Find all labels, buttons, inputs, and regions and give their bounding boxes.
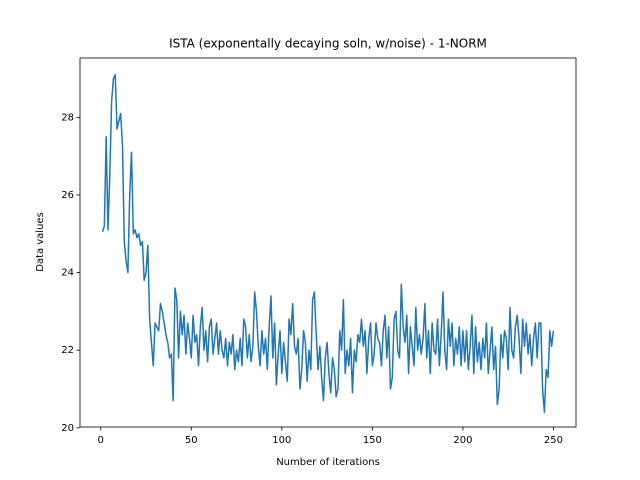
x-tick-label: 200 [453, 435, 472, 446]
y-tick-label: 20 [61, 423, 74, 434]
x-tick-label: 250 [544, 435, 563, 446]
y-tick-label: 24 [61, 268, 74, 279]
plot-frame [79, 57, 577, 428]
x-tick-label: 100 [272, 435, 291, 446]
y-tick-label: 26 [61, 190, 74, 201]
y-tick-label: 22 [61, 345, 74, 356]
chart-title: ISTA (exponentally decaying soln, w/nois… [169, 37, 487, 51]
x-tick-label: 150 [363, 435, 382, 446]
x-tick-label: 50 [185, 435, 198, 446]
x-tick-label: 0 [98, 435, 104, 446]
data-line [101, 73, 555, 414]
y-tick-label: 28 [61, 112, 74, 123]
y-axis-label: Data values [35, 212, 46, 272]
x-axis-label: Number of iterations [276, 457, 380, 468]
